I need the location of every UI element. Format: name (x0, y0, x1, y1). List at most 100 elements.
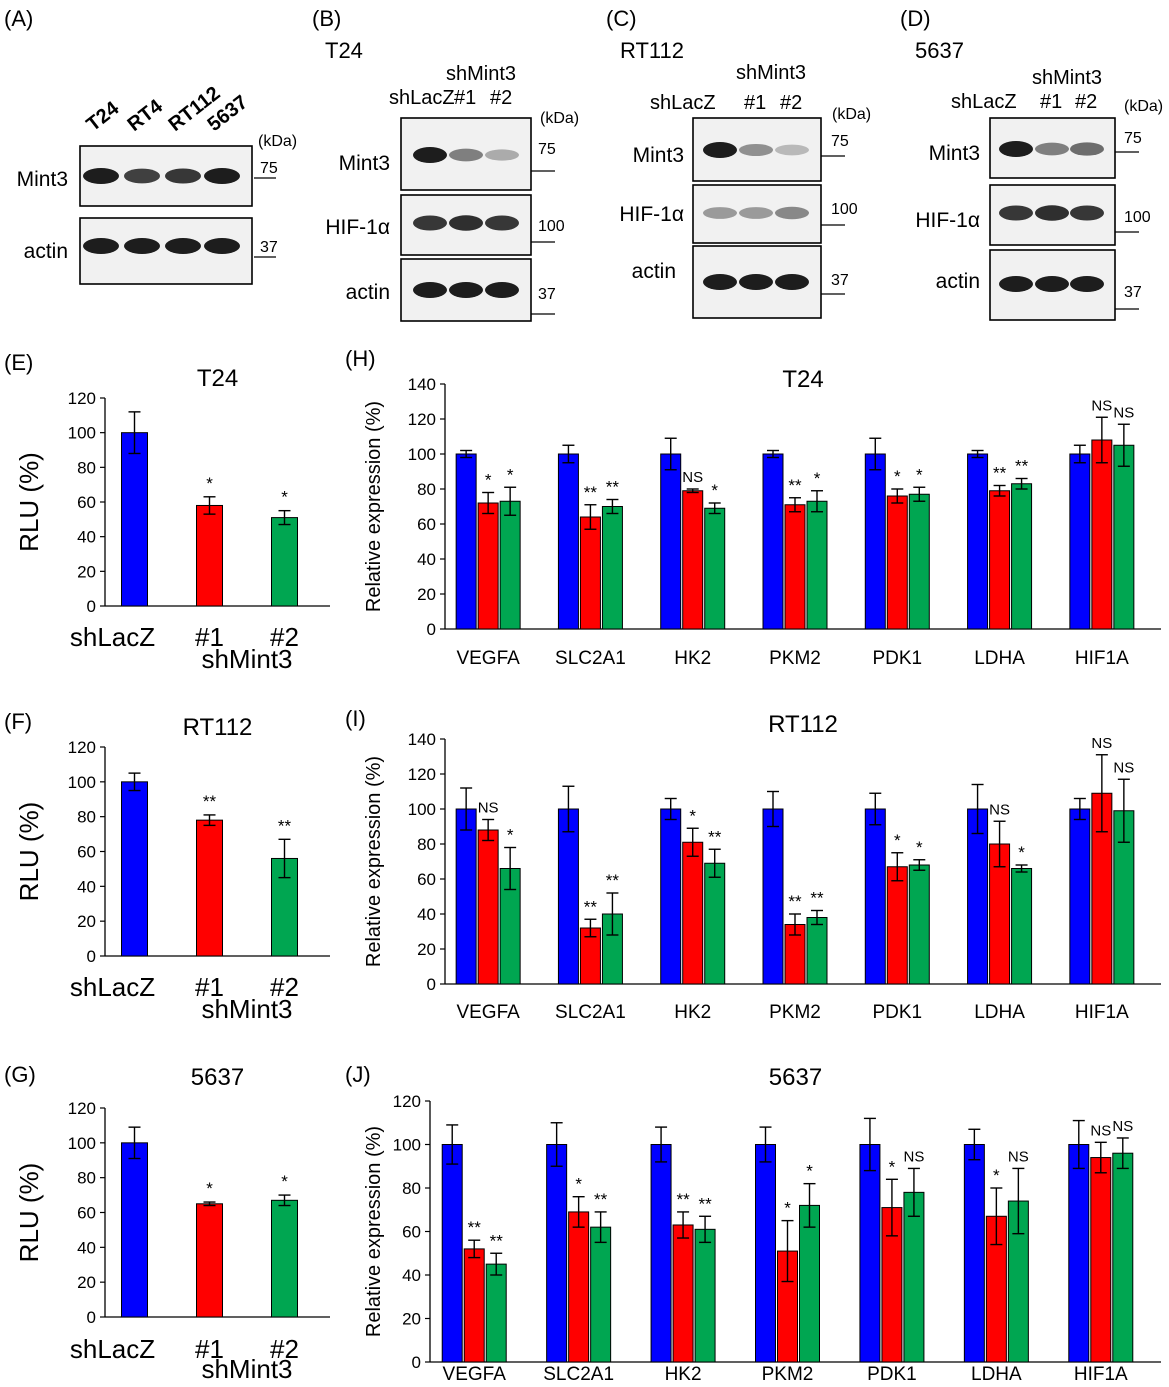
category-label: SLC2A1 (555, 648, 626, 669)
bar (967, 453, 989, 630)
mw-marker: 37 (831, 272, 849, 289)
category-label: HK2 (665, 1364, 702, 1385)
chart-title: 5637 (191, 1064, 244, 1091)
bar (557, 453, 579, 630)
y-tick-label: 100 (408, 445, 436, 464)
sig-label: ** (490, 1231, 504, 1250)
band (775, 206, 809, 220)
row-label: HIF-1α (619, 203, 684, 226)
sig-label: * (206, 474, 213, 493)
mw-marker: 37 (538, 286, 556, 303)
sig-label: * (916, 838, 923, 857)
kda-label: (kDa) (258, 133, 297, 150)
bar (784, 504, 806, 630)
bar (441, 1144, 463, 1363)
kda-label: (kDa) (832, 106, 871, 123)
chart-title: RT112 (183, 714, 253, 741)
bar (682, 841, 704, 985)
bar (799, 1204, 820, 1363)
y-tick-label: 140 (408, 375, 436, 394)
lane-label: shLacZ (650, 92, 716, 114)
sig-label: NS (682, 469, 703, 486)
sig-label: * (993, 1166, 1000, 1185)
bar (477, 829, 499, 985)
category-label: LDHA (971, 1364, 1022, 1385)
bar (463, 1248, 485, 1363)
category-label: HIF1A (1074, 1364, 1128, 1385)
band (204, 238, 240, 254)
bar (1091, 439, 1113, 630)
bar (694, 1228, 716, 1363)
mw-marker: 75 (831, 133, 849, 150)
row-label: actin (24, 240, 68, 263)
band (1070, 205, 1104, 221)
category-label: shLacZ (70, 972, 155, 1002)
sig-label: ** (1015, 457, 1029, 476)
y-tick-label: 100 (68, 424, 96, 443)
bar (864, 808, 886, 985)
bar (1011, 483, 1033, 630)
band (165, 168, 201, 184)
category-label: VEGFA (456, 648, 520, 669)
sig-label: ** (278, 816, 292, 835)
y-tick-label: 100 (393, 1136, 421, 1155)
sig-label: ** (993, 464, 1007, 483)
y-tick-label: 0 (87, 597, 96, 616)
bar (196, 819, 223, 957)
category-label: PDK1 (867, 1364, 917, 1385)
band (485, 149, 519, 161)
y-tick-label: 40 (417, 905, 436, 924)
panel-label: (J) (345, 1062, 371, 1087)
band (703, 142, 737, 158)
chart-title: RT112 (768, 711, 838, 738)
bar (682, 490, 704, 630)
bar (806, 500, 828, 630)
bar (762, 808, 784, 985)
band (999, 141, 1033, 157)
mw-marker: 37 (260, 239, 278, 256)
sig-label: NS (1008, 1148, 1029, 1165)
bar (1011, 868, 1033, 985)
y-tick-label: 0 (87, 947, 96, 966)
sig-label: * (1018, 843, 1025, 862)
bar (1090, 1157, 1112, 1363)
category-label: #2 (270, 972, 299, 1002)
y-axis-label: Relative expression (%) (363, 756, 385, 967)
band (703, 274, 737, 290)
band (1035, 205, 1069, 221)
bar (271, 517, 298, 607)
category-label: #1 (195, 622, 224, 652)
y-tick-label: 140 (408, 730, 436, 749)
lane-label: shLacZ (389, 87, 455, 109)
bar (196, 1203, 223, 1318)
y-tick-label: 120 (68, 738, 96, 757)
mw-marker: 37 (1124, 284, 1142, 301)
bar (755, 1144, 776, 1363)
band (739, 274, 773, 290)
sig-label: * (281, 488, 288, 507)
y-tick-label: 80 (402, 1179, 421, 1198)
sig-label: ** (698, 1194, 712, 1213)
sig-label: NS (1113, 759, 1134, 776)
sig-label: ** (606, 871, 620, 890)
category-label: PKM2 (762, 1364, 814, 1385)
bar (477, 502, 499, 630)
band (999, 205, 1033, 221)
lane-label: #2 (490, 87, 512, 109)
chart-title: T24 (197, 365, 238, 392)
y-tick-label: 0 (87, 1308, 96, 1327)
sig-label: * (575, 1175, 582, 1194)
lane-label: #1 (454, 87, 476, 109)
lane-label: shLacZ (951, 91, 1017, 113)
bar (963, 1144, 985, 1363)
y-tick-label: 20 (417, 940, 436, 959)
bar (1069, 453, 1091, 630)
sig-label: NS (478, 800, 499, 817)
y-tick-label: 20 (77, 912, 96, 931)
row-label: Mint3 (17, 168, 68, 191)
band (449, 148, 483, 162)
category-label: PDK1 (872, 648, 922, 669)
lane-label: #2 (1075, 91, 1097, 113)
category-label: HIF1A (1075, 648, 1129, 669)
mw-marker: 75 (1124, 130, 1142, 147)
